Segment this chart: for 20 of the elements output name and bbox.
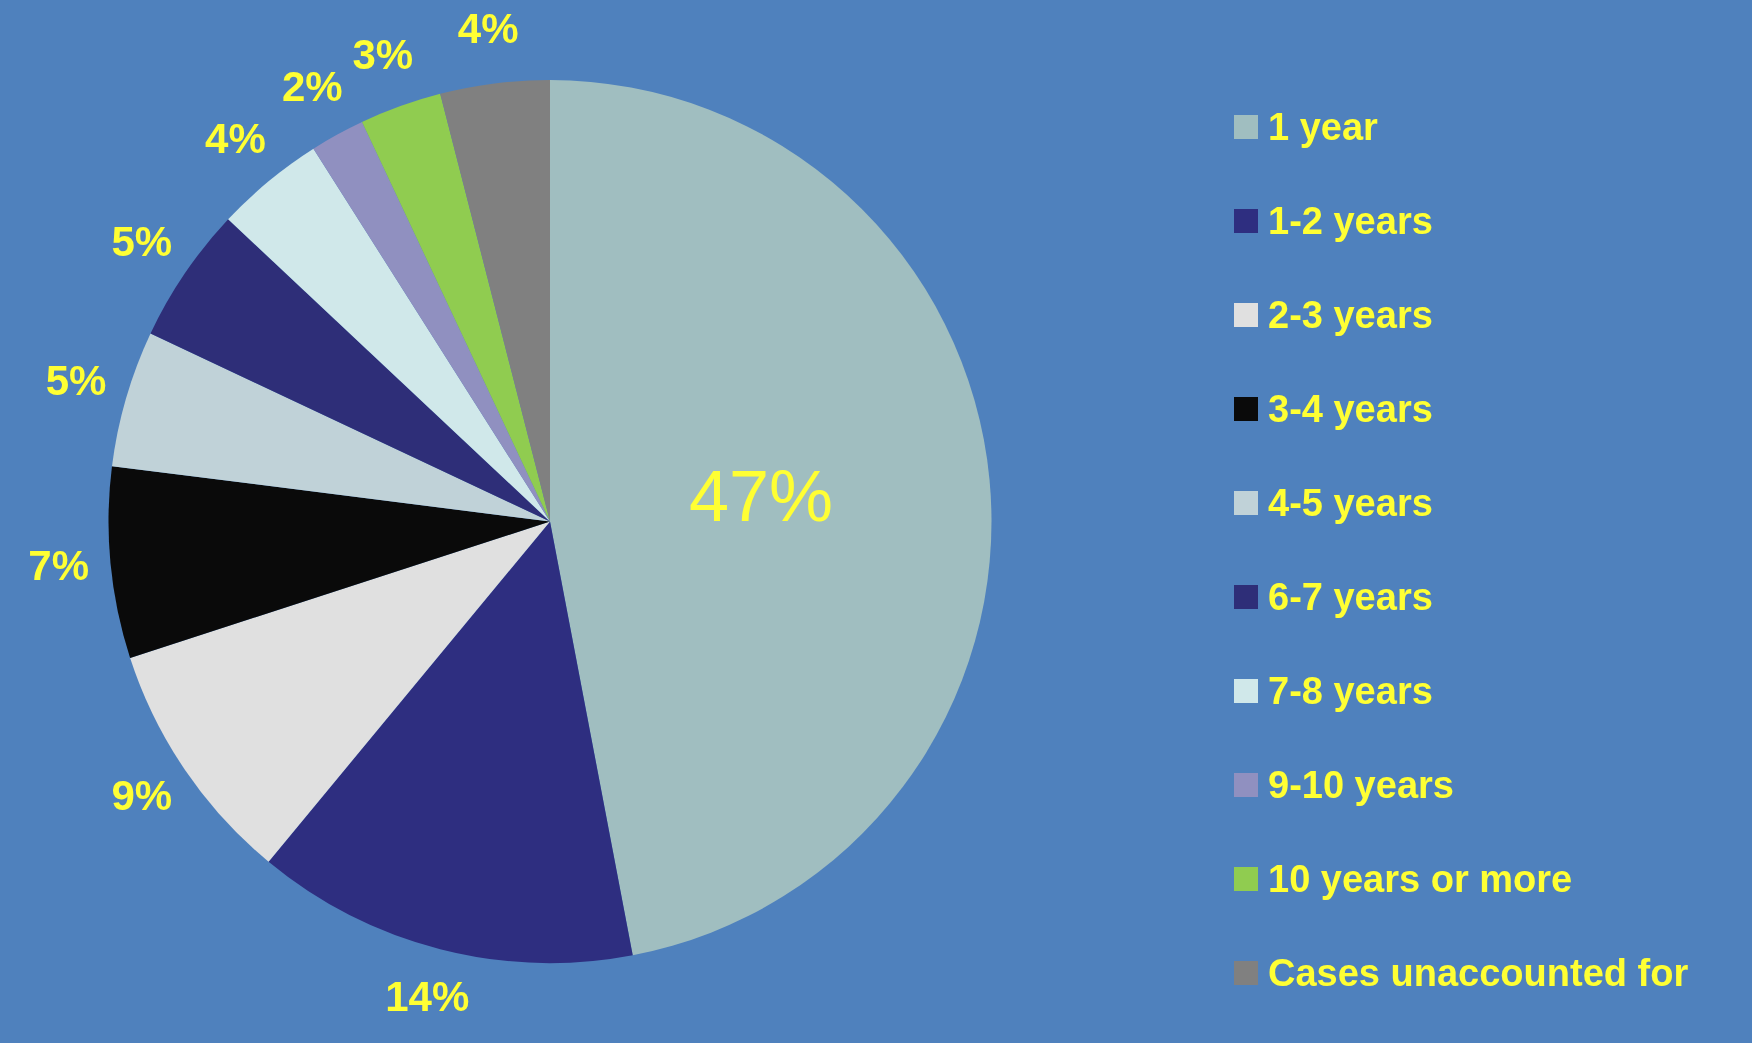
legend-label: 3-4 years bbox=[1268, 387, 1433, 431]
legend-label: 4-5 years bbox=[1268, 481, 1433, 525]
data-label: 2% bbox=[281, 62, 343, 110]
legend-label: 10 years or more bbox=[1268, 857, 1573, 901]
data-label: 3% bbox=[352, 30, 414, 78]
legend-label: Cases unaccounted for bbox=[1268, 951, 1689, 995]
data-label: 5% bbox=[111, 217, 173, 265]
data-label: 5% bbox=[45, 357, 107, 405]
data-label: 7% bbox=[28, 541, 90, 589]
legend-label: 7-8 years bbox=[1268, 669, 1433, 713]
legend-label: 9-10 years bbox=[1268, 763, 1454, 807]
legend-label: 1-2 years bbox=[1268, 199, 1433, 243]
legend-label: 2-3 years bbox=[1268, 293, 1433, 337]
data-label: 4% bbox=[205, 114, 266, 162]
legend-label: 1 year bbox=[1268, 105, 1378, 149]
data-label: 9% bbox=[111, 772, 173, 820]
data-label: 4% bbox=[457, 5, 519, 53]
legend-label: 6-7 years bbox=[1268, 575, 1433, 619]
data-label: 47% bbox=[688, 456, 834, 537]
data-label: 14% bbox=[385, 973, 470, 1021]
